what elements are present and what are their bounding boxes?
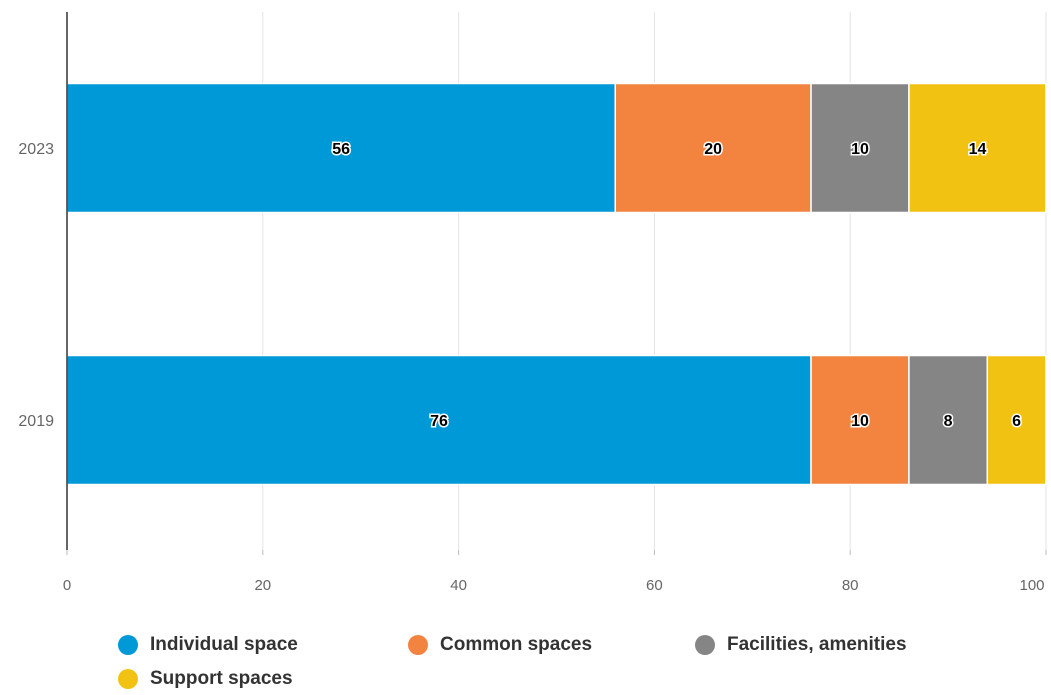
legend-item-facilities-amenities[interactable]: Facilities, amenities [695, 634, 907, 656]
bar-segment[interactable] [810, 354, 910, 486]
data-label: 10 [851, 141, 869, 158]
data-label: 20 [704, 141, 722, 158]
bar-segment[interactable] [66, 82, 616, 214]
x-tick-label: 80 [842, 577, 859, 594]
data-label: 10 [851, 413, 869, 430]
legend-label: Support spaces [150, 668, 293, 689]
data-labels: 56 20 10 14 76 10 8 6 [331, 140, 1023, 432]
x-tick-label: 60 [646, 577, 663, 594]
bar-segment[interactable] [810, 82, 910, 214]
legend-swatch-icon [695, 635, 715, 655]
data-label: 14 [969, 141, 987, 158]
data-label: 6 [1012, 413, 1021, 430]
data-label: 8 [944, 413, 953, 430]
legend-label: Common spaces [440, 634, 593, 655]
data-label: 76 [430, 413, 448, 430]
data-label: 56 [332, 141, 350, 158]
bars [66, 82, 1047, 486]
legend-item-support-spaces[interactable]: Support spaces [118, 668, 293, 690]
legend-swatch-icon [408, 635, 428, 655]
y-category-label: 2019 [18, 413, 54, 430]
x-tick-label: 100 [1019, 577, 1044, 594]
legend-swatch-icon [118, 669, 138, 689]
bar-segment[interactable] [986, 354, 1047, 486]
stacked-bar-chart: 56 20 10 14 76 10 8 6 2023 2019 0 20 40 60 80 100 [18, 12, 1047, 594]
x-tick-label: 0 [63, 577, 71, 594]
x-axis-labels: 0 20 40 60 80 100 [63, 577, 1045, 594]
legend-item-individual-space[interactable]: Individual space [118, 634, 298, 656]
x-tick-label: 20 [254, 577, 271, 594]
bar-segment[interactable] [908, 82, 1047, 214]
legend-label: Individual space [150, 634, 298, 655]
legend-item-common-spaces[interactable]: Common spaces [408, 634, 592, 656]
legend-swatch-icon [118, 635, 138, 655]
bar-segment[interactable] [66, 354, 812, 486]
y-axis-labels: 2023 2019 [18, 141, 54, 430]
x-tick-label: 40 [450, 577, 467, 594]
bar-segment[interactable] [908, 354, 989, 486]
y-category-label: 2023 [18, 141, 54, 158]
bar-segment[interactable] [614, 82, 812, 214]
legend-label: Facilities, amenities [727, 634, 907, 655]
